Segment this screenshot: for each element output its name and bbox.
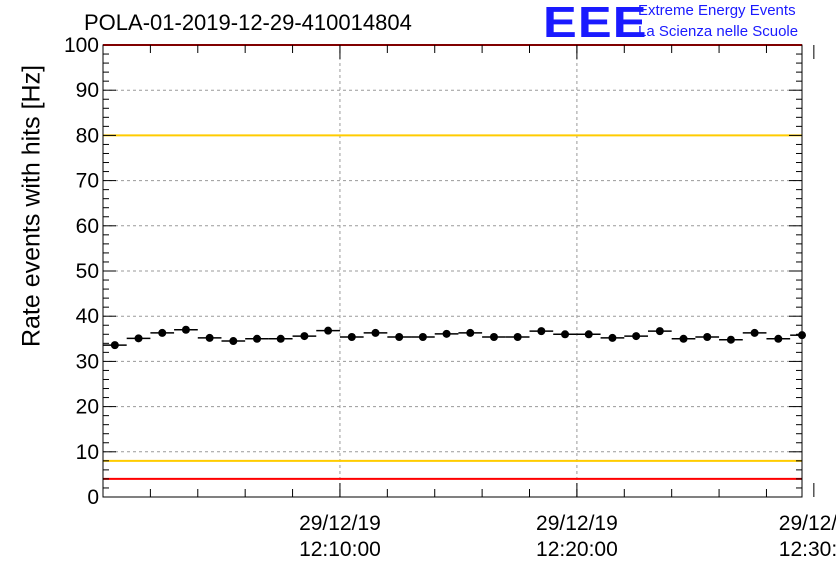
- y-tick-label: 70: [76, 170, 99, 193]
- data-point: [371, 328, 380, 337]
- y-tick-label: 60: [76, 215, 99, 238]
- y-tick-label: 20: [76, 396, 99, 419]
- data-point: [798, 331, 806, 340]
- data-point: [513, 332, 522, 341]
- data-point: [229, 337, 238, 346]
- data-point: [584, 330, 593, 339]
- data-point: [395, 332, 404, 341]
- y-tick-label: 100: [64, 34, 99, 57]
- tick-labels: 0 10 20 30 40 50 60 70 80 90 100 29/12/19 12:10:00 29…: [64, 34, 836, 561]
- data-point: [418, 332, 427, 341]
- data-point: [110, 341, 119, 350]
- reference-lines: [103, 44, 802, 480]
- data-point: [134, 334, 143, 343]
- eee-logo-line2: La Scienza nelle Scuole: [638, 23, 799, 40]
- data-points: [103, 325, 806, 350]
- x-tick-label-time: 12:20:00: [536, 538, 618, 561]
- data-point: [324, 326, 333, 335]
- x-tick-label-time: 12:30:0: [779, 538, 836, 561]
- y-tick-label: 50: [76, 260, 99, 283]
- y-tick-label: 10: [76, 441, 99, 464]
- data-point: [300, 332, 309, 341]
- y-tick-label: 80: [76, 124, 99, 147]
- data-point: [253, 334, 262, 343]
- data-point: [679, 334, 688, 343]
- chart-title: POLA-01-2019-12-29-410014804: [84, 10, 412, 35]
- data-point: [655, 327, 664, 336]
- data-point: [276, 334, 285, 343]
- eee-logo-line1: Extreme Energy Events: [638, 2, 796, 19]
- data-point: [608, 333, 617, 342]
- y-tick-label: 30: [76, 350, 99, 373]
- eee-logo-mark: EEE: [543, 0, 648, 47]
- eee-logo: EEE Extreme Energy Events La Scienza nel…: [543, 0, 833, 46]
- x-tick-label-time: 12:10:00: [299, 538, 381, 561]
- y-tick-label: 90: [76, 79, 99, 102]
- y-tick-label: 40: [76, 305, 99, 328]
- x-tick-label-date: 29/12/1: [779, 512, 836, 535]
- y-tick-label: 0: [87, 486, 99, 509]
- data-point: [347, 332, 356, 341]
- data-point: [158, 328, 167, 337]
- data-point: [632, 332, 641, 341]
- x-tick-label-date: 29/12/19: [536, 512, 618, 535]
- data-point: [489, 332, 498, 341]
- axis-ticks: [102, 44, 815, 498]
- data-point: [774, 334, 783, 343]
- data-point: [726, 335, 735, 344]
- data-point: [466, 328, 475, 337]
- data-point: [703, 332, 712, 341]
- data-point: [205, 333, 214, 342]
- data-point: [181, 325, 190, 334]
- data-point: [750, 328, 759, 337]
- x-tick-label-date: 29/12/19: [299, 512, 381, 535]
- grid-layer: [103, 45, 802, 497]
- data-point: [442, 329, 451, 338]
- data-point: [561, 330, 570, 339]
- data-point: [537, 327, 546, 336]
